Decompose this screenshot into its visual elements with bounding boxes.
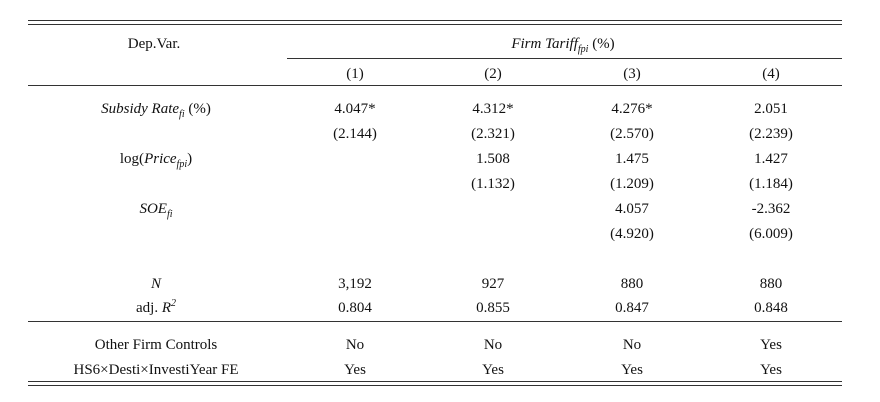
bottom-rule-outer — [28, 385, 842, 386]
n-value-1: 3,192 — [338, 276, 372, 292]
row-label-fixed-effects: HS6×Desti×InvestiYear FE — [73, 362, 239, 378]
fixed-effects-4: Yes — [760, 362, 782, 378]
coef-subsidy-rate-4: 2.051 — [754, 101, 788, 117]
coef-soe-3: 4.057 — [615, 201, 649, 217]
header-bottom-rule — [28, 85, 842, 86]
other-firm-controls-4: Yes — [760, 337, 782, 353]
header-underline — [287, 58, 842, 59]
coef-log-price-4: 1.427 — [754, 151, 788, 167]
coef-subsidy-rate-2: 4.312* — [472, 101, 514, 117]
se-subsidy-rate-1: (2.144) — [333, 126, 377, 142]
fixed-effects-3: Yes — [621, 362, 643, 378]
coef-log-price-3: 1.475 — [615, 151, 649, 167]
se-log-price-3: (1.209) — [610, 176, 654, 192]
n-value-3: 880 — [620, 276, 644, 292]
other-firm-controls-2: No — [483, 337, 503, 353]
n-value-2: 927 — [481, 276, 505, 292]
stats-bottom-rule — [28, 321, 842, 322]
coef-log-price-2: 1.508 — [476, 151, 510, 167]
se-subsidy-rate-4: (2.239) — [749, 126, 793, 142]
row-label-log-price: log(Pricefpi) — [119, 151, 193, 170]
fixed-effects-2: Yes — [482, 362, 504, 378]
column-header-3: (3) — [623, 66, 641, 82]
top-rule-outer — [28, 20, 842, 21]
row-label-soe: SOEfi — [139, 201, 173, 220]
row-label-n: N — [150, 276, 162, 292]
se-subsidy-rate-2: (2.321) — [471, 126, 515, 142]
coef-subsidy-rate-1: 4.047* — [334, 101, 376, 117]
column-header-1: (1) — [346, 66, 364, 82]
bottom-rule-inner — [28, 381, 842, 382]
se-soe-4: (6.009) — [749, 226, 793, 242]
n-value-4: 880 — [759, 276, 783, 292]
top-rule-inner — [28, 24, 842, 25]
row-label-subsidy-rate: Subsidy Ratefi (%) — [101, 101, 211, 120]
column-header-4: (4) — [762, 66, 780, 82]
se-soe-3: (4.920) — [610, 226, 654, 242]
column-header-2: (2) — [484, 66, 502, 82]
r2-value-3: 0.847 — [615, 300, 649, 316]
r2-value-4: 0.848 — [754, 300, 788, 316]
r2-value-2: 0.855 — [476, 300, 510, 316]
row-label-other-firm-controls: Other Firm Controls — [94, 337, 218, 353]
dependent-variable-title: Firm Tarifffpi (%) — [511, 36, 615, 55]
se-subsidy-rate-3: (2.570) — [610, 126, 654, 142]
coef-subsidy-rate-3: 4.276* — [611, 101, 653, 117]
other-firm-controls-3: No — [622, 337, 642, 353]
depvar-label: Dep.Var. — [127, 36, 181, 52]
coef-soe-4: -2.362 — [751, 201, 791, 217]
other-firm-controls-1: No — [345, 337, 365, 353]
fixed-effects-1: Yes — [344, 362, 366, 378]
se-log-price-2: (1.132) — [471, 176, 515, 192]
se-log-price-4: (1.184) — [749, 176, 793, 192]
r2-value-1: 0.804 — [338, 300, 372, 316]
row-label-adj-r2: adj. R2 — [136, 298, 176, 317]
